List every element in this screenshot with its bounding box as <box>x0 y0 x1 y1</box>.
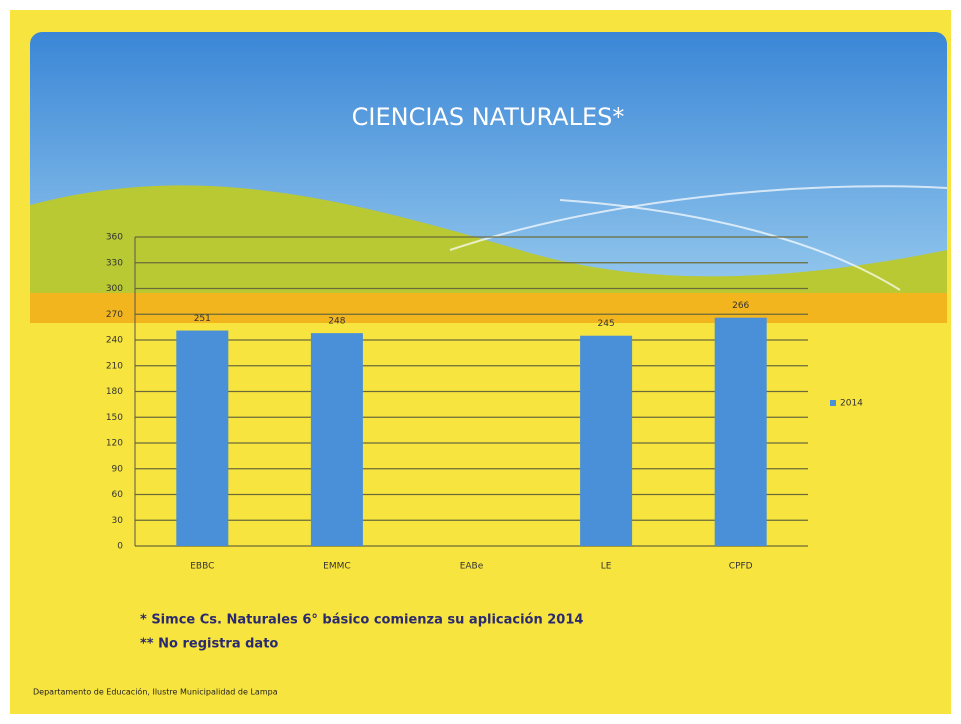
x-tick-label: EMMC <box>323 562 351 572</box>
legend-label: 2014 <box>840 399 863 409</box>
y-tick-label: 300 <box>106 284 123 294</box>
data-label: 251 <box>194 314 211 324</box>
y-tick-label: 30 <box>112 516 124 526</box>
slide: CIENCIAS NATURALES* 0 30 60 90 120 150 180 210 2… <box>0 0 961 724</box>
bar <box>580 336 632 546</box>
note: ** No registra dato <box>140 637 278 652</box>
bar <box>715 318 767 546</box>
x-tick-label: EABe <box>460 562 484 572</box>
y-tick-label: 180 <box>106 387 123 397</box>
y-tick-label: 90 <box>112 464 124 474</box>
x-tick-label: EBBC <box>190 562 214 572</box>
x-tick-label: CPFD <box>729 562 753 572</box>
data-label: 266 <box>732 301 749 311</box>
bar <box>311 333 363 546</box>
y-tick-label: 0 <box>117 542 123 552</box>
chart: CIENCIAS NATURALES* 0 30 60 90 120 150 180 210 2… <box>0 0 961 724</box>
bar <box>176 331 228 546</box>
data-label: 245 <box>598 319 615 329</box>
y-tick-label: 210 <box>106 361 123 371</box>
data-label: 248 <box>328 317 345 327</box>
y-tick-label: 330 <box>106 258 123 268</box>
y-tick-label: 360 <box>106 233 123 243</box>
orange-band <box>30 293 947 323</box>
legend-swatch <box>830 400 836 406</box>
x-tick-label: LE <box>601 562 612 572</box>
y-tick-label: 240 <box>106 336 123 346</box>
footer: Departamento de Educación, Ilustre Munic… <box>33 687 278 697</box>
y-tick-label: 270 <box>106 310 123 320</box>
chart-title: CIENCIAS NATURALES* <box>352 103 625 131</box>
y-tick-label: 120 <box>106 439 123 449</box>
y-tick-label: 60 <box>112 490 124 500</box>
note: * Simce Cs. Naturales 6° básico comienza… <box>140 613 583 628</box>
y-tick-label: 150 <box>106 413 123 423</box>
